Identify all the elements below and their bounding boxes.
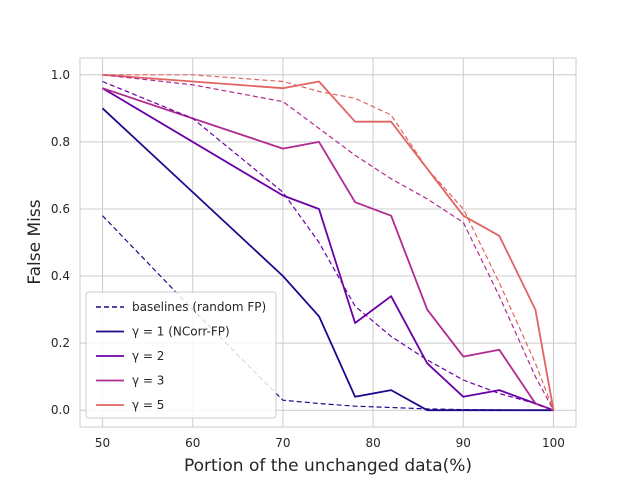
y-tick-label: 0.2 bbox=[51, 336, 70, 350]
x-tick-label: 90 bbox=[456, 436, 471, 450]
legend-box bbox=[85, 291, 277, 419]
gamma-line-1 bbox=[102, 87, 554, 412]
x-tick-label: 80 bbox=[365, 436, 380, 450]
x-tick-label: 50 bbox=[95, 436, 110, 450]
y-tick-label: 0.4 bbox=[51, 269, 70, 283]
x-tick-label: 60 bbox=[185, 436, 200, 450]
gamma-line-2 bbox=[102, 87, 554, 412]
gamma-line-3 bbox=[102, 73, 555, 411]
baseline-line-6 bbox=[102, 74, 555, 411]
x-tick-label: 70 bbox=[275, 436, 290, 450]
y-axis-label: False Miss bbox=[25, 199, 45, 284]
y-tick-label: 0.6 bbox=[51, 202, 70, 216]
baseline-line-7 bbox=[102, 74, 555, 411]
legend: baselines (random FP) γ = 1 (NCorr-FP) γ =… bbox=[85, 291, 277, 419]
y-tick-labels: 0.0 0.2 0.4 0.6 0.8 1.0 bbox=[51, 68, 70, 417]
x-tick-label: 100 bbox=[542, 436, 565, 450]
x-axis-label: Portion of the unchanged data(%) bbox=[184, 456, 472, 476]
legend-label: γ = 1 (NCorr-FP) bbox=[132, 325, 230, 339]
y-tick-label: 0.8 bbox=[51, 135, 70, 149]
series-lines bbox=[101, 73, 555, 412]
legend-label: baselines (random FP) bbox=[132, 300, 266, 314]
baseline-line-5 bbox=[102, 80, 554, 411]
legend-label: γ = 5 bbox=[132, 398, 164, 412]
x-tick-labels: 50 60 70 80 90 100 bbox=[95, 436, 565, 450]
y-tick-label: 1.0 bbox=[51, 68, 70, 82]
legend-label: γ = 2 bbox=[132, 349, 164, 363]
y-tick-label: 0.0 bbox=[51, 403, 70, 417]
legend-label: γ = 3 bbox=[132, 374, 164, 388]
